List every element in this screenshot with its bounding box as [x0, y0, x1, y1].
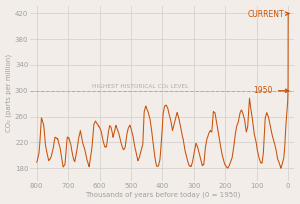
Text: 1950: 1950: [254, 86, 289, 95]
Y-axis label: CO₂ (parts per million): CO₂ (parts per million): [6, 54, 12, 132]
Text: CURRENT: CURRENT: [247, 10, 290, 19]
X-axis label: Thousands of years before today (0 = 1950): Thousands of years before today (0 = 195…: [85, 192, 240, 198]
Text: HIGHEST HISTORICAL CO₂ LEVEL: HIGHEST HISTORICAL CO₂ LEVEL: [92, 84, 189, 89]
